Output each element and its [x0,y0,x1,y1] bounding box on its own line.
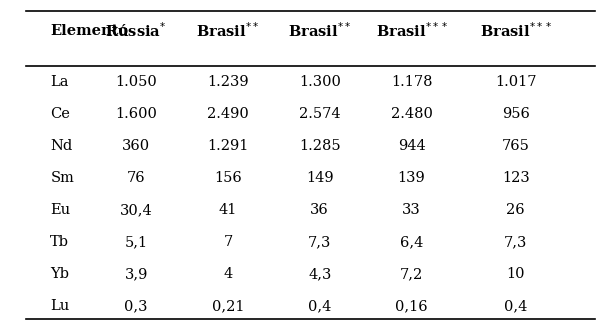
Text: Nd: Nd [50,139,73,153]
Text: 7,3: 7,3 [504,235,527,249]
Text: 1.239: 1.239 [207,76,248,90]
Text: 7: 7 [223,235,232,249]
Text: 33: 33 [402,203,421,217]
Text: 10: 10 [506,267,525,281]
Text: 1.050: 1.050 [115,76,157,90]
Text: 76: 76 [127,171,145,185]
Text: 6,4: 6,4 [400,235,423,249]
Text: 2.574: 2.574 [299,107,341,121]
Text: 149: 149 [306,171,333,185]
Text: 2.490: 2.490 [207,107,249,121]
Text: 7,2: 7,2 [400,267,423,281]
Text: Brasil$^{**}$: Brasil$^{**}$ [196,21,260,40]
Text: Sm: Sm [50,171,74,185]
Text: 1.017: 1.017 [495,76,536,90]
Text: 123: 123 [502,171,530,185]
Text: Yb: Yb [50,267,69,281]
Text: La: La [50,76,69,90]
Text: 1.291: 1.291 [207,139,248,153]
Text: 26: 26 [506,203,525,217]
Text: Brasil$^{***}$: Brasil$^{***}$ [480,21,552,40]
Text: Eu: Eu [50,203,71,217]
Text: 0,4: 0,4 [504,299,527,313]
Text: 1.600: 1.600 [115,107,157,121]
Text: 0,4: 0,4 [308,299,331,313]
Text: 156: 156 [214,171,242,185]
Text: 36: 36 [311,203,329,217]
Text: 41: 41 [219,203,237,217]
Text: 4,3: 4,3 [308,267,331,281]
Text: 3,9: 3,9 [124,267,148,281]
Text: 360: 360 [122,139,150,153]
Text: 0,16: 0,16 [395,299,428,313]
Text: 1.285: 1.285 [299,139,341,153]
Text: 139: 139 [398,171,426,185]
Text: 4: 4 [223,267,232,281]
Text: Lu: Lu [50,299,69,313]
Text: 0,21: 0,21 [212,299,244,313]
Text: 2.480: 2.480 [391,107,432,121]
Text: 1.300: 1.300 [299,76,341,90]
Text: 944: 944 [398,139,426,153]
Text: Brasil$^{***}$: Brasil$^{***}$ [376,21,448,40]
Text: Brasil$^{**}$: Brasil$^{**}$ [288,21,351,40]
Text: 7,3: 7,3 [308,235,331,249]
Text: 1.178: 1.178 [391,76,432,90]
Text: 956: 956 [502,107,530,121]
Text: 765: 765 [502,139,530,153]
Text: Rússia$^{*}$: Rússia$^{*}$ [105,21,167,40]
Text: Elemento: Elemento [50,24,129,38]
Text: 0,3: 0,3 [124,299,148,313]
Text: 30,4: 30,4 [120,203,153,217]
Text: 5,1: 5,1 [124,235,148,249]
Text: Ce: Ce [50,107,70,121]
Text: Tb: Tb [50,235,69,249]
